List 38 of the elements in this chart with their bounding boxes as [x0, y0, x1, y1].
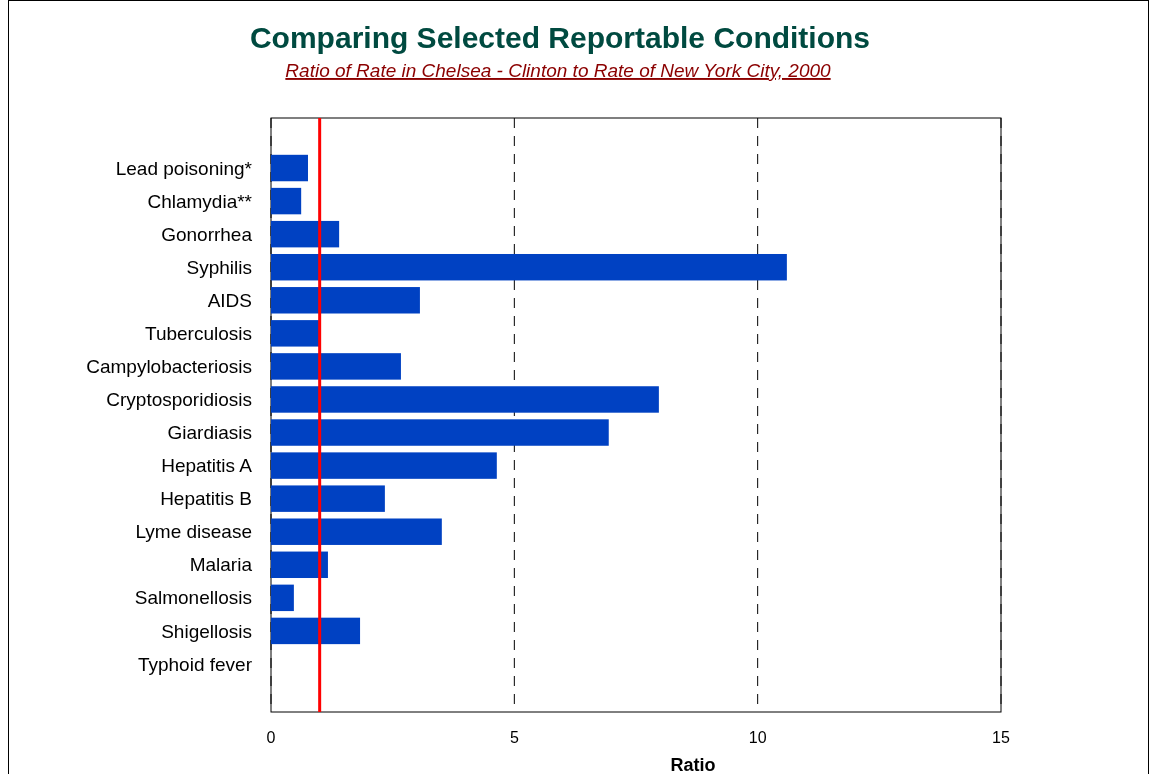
y-tick-label: Lyme disease [135, 521, 252, 543]
bar [271, 187, 302, 215]
y-tick-label: Lead poisoning* [115, 157, 253, 179]
bar [271, 452, 497, 479]
x-tick-label: 10 [748, 729, 767, 746]
y-tick-label: Chlamydia** [147, 190, 253, 212]
bar [271, 419, 609, 446]
y-tick-label: Shigellosis [161, 620, 252, 642]
bar [271, 220, 340, 248]
bar [271, 320, 320, 347]
y-tick-label: Salmonellosis [134, 587, 252, 609]
y-tick-label: Gonorrhea [161, 223, 253, 245]
y-tick-label: Malaria [189, 554, 253, 576]
bar [271, 353, 401, 380]
x-axis-title: Ratio [670, 755, 716, 774]
bar [271, 518, 442, 545]
bar [271, 485, 385, 512]
bar [271, 287, 420, 314]
y-tick-label: Cryptosporidiosis [106, 389, 252, 411]
y-tick-label: Syphilis [186, 256, 252, 278]
x-tick-label: 5 [509, 729, 519, 746]
y-tick-label: Hepatitis B [160, 488, 252, 510]
bar [271, 551, 328, 579]
bar [271, 253, 787, 281]
y-tick-label: Tuberculosis [144, 322, 252, 344]
bar [271, 617, 361, 645]
bar [271, 584, 294, 612]
y-tick-label: Giardiasis [167, 422, 252, 444]
y-tick-label: Typhoid fever [137, 653, 253, 675]
bar [271, 386, 659, 413]
y-tick-label: AIDS [207, 289, 252, 311]
y-tick-label: Campylobacteriosis [86, 356, 252, 378]
x-tick-label: 0 [266, 729, 276, 746]
chart-title: Comparing Selected Reportable Conditions [249, 21, 871, 54]
x-tick-label: 15 [992, 729, 1010, 746]
chart-subtitle: Ratio of Rate in Chelsea - Clinton to Rate of New York City, 2000 [285, 60, 832, 81]
y-tick-label: Hepatitis A [161, 455, 253, 477]
bar [271, 154, 308, 182]
